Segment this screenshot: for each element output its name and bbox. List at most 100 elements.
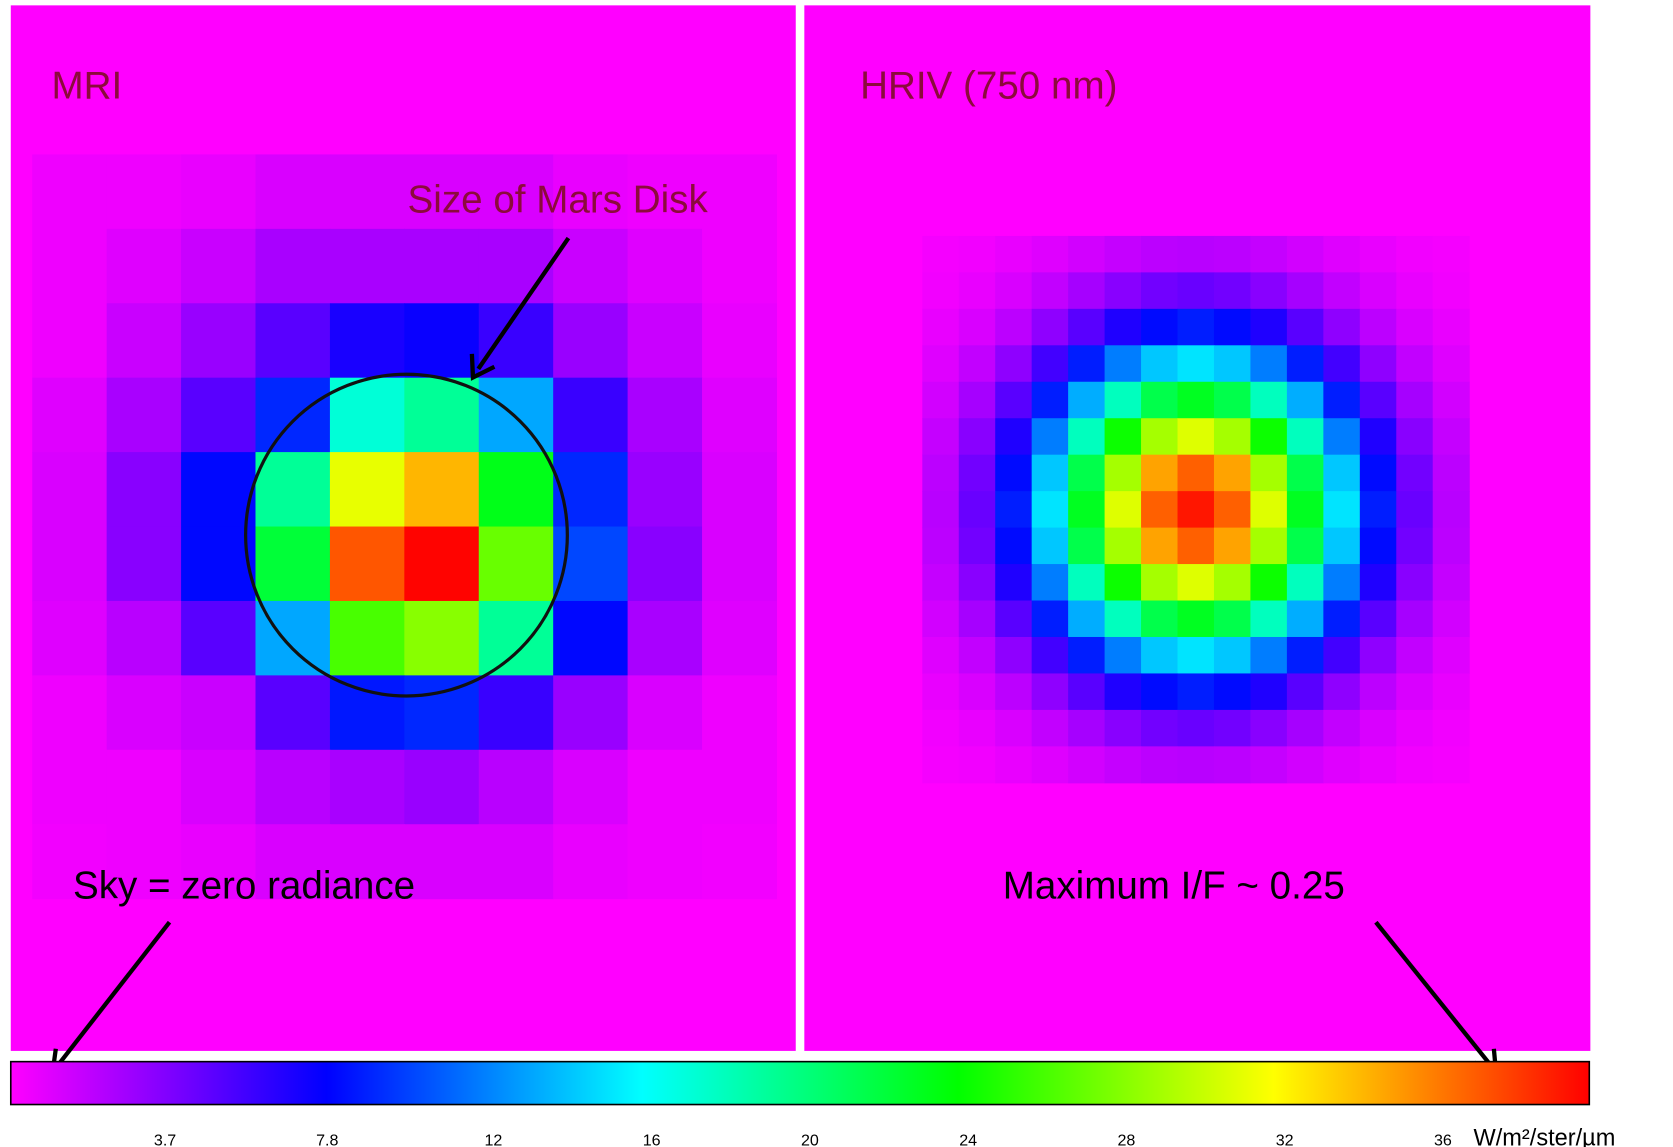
hriv-pixel	[1360, 236, 1397, 273]
mri-pixel	[628, 229, 703, 304]
hriv-pixel	[1105, 236, 1142, 273]
hriv-pixel	[1068, 673, 1105, 710]
hriv-pixel	[1433, 418, 1470, 455]
hriv-pixel	[922, 637, 959, 674]
colorbar-tick-label: 3.7	[154, 1131, 176, 1147]
hriv-pixel	[1032, 491, 1069, 528]
annotation: Maximum I/F ~ 0.25	[1003, 865, 1345, 908]
hriv-pixel	[1287, 601, 1324, 638]
colorbar-tick-label: 20	[801, 1131, 819, 1147]
mri-pixel	[107, 154, 182, 229]
hriv-pixel	[959, 309, 996, 346]
hriv-pixel	[1287, 746, 1324, 783]
hriv-pixel	[1360, 710, 1397, 747]
hriv-pixel	[1250, 455, 1287, 492]
hriv-pixel	[959, 673, 996, 710]
hriv-pixel	[1032, 564, 1069, 601]
hriv-pixel	[1250, 710, 1287, 747]
hriv-pixel	[1178, 528, 1215, 565]
mri-pixel	[553, 750, 628, 825]
hriv-pixel	[1433, 491, 1470, 528]
hriv-pixel	[995, 491, 1032, 528]
hriv-pixel	[995, 746, 1032, 783]
hriv-pixel	[1396, 382, 1433, 419]
hriv-pixel	[1287, 637, 1324, 674]
mri-pixel	[479, 452, 554, 527]
mri-pixel	[702, 154, 777, 229]
hriv-pixel	[995, 637, 1032, 674]
mri-pixel	[32, 229, 107, 304]
hriv-pixel	[1396, 345, 1433, 382]
hriv-pixel	[1105, 382, 1142, 419]
mri-pixel	[479, 750, 554, 825]
hriv-pixel	[1433, 309, 1470, 346]
hriv-pixel	[1105, 455, 1142, 492]
mri-pixel	[628, 675, 703, 750]
hriv-pixel	[1032, 746, 1069, 783]
hriv-pixel	[1287, 528, 1324, 565]
hriv-pixel	[959, 491, 996, 528]
mri-pixel	[702, 527, 777, 602]
hriv-pixel	[995, 236, 1032, 273]
hriv-pixel	[1178, 455, 1215, 492]
hriv-pixel	[1068, 528, 1105, 565]
hriv-pixel	[959, 637, 996, 674]
mri-pixel	[32, 154, 107, 229]
mri-pixel	[553, 601, 628, 676]
hriv-pixel	[959, 345, 996, 382]
hriv-pixel	[1323, 272, 1360, 309]
hriv-pixel	[1287, 345, 1324, 382]
hriv-pixel	[1178, 382, 1215, 419]
hriv-pixel	[1360, 455, 1397, 492]
hriv-pixel	[922, 236, 959, 273]
hriv-pixel	[995, 455, 1032, 492]
hriv-pixel	[1068, 637, 1105, 674]
hriv-pixel	[1068, 382, 1105, 419]
hriv-pixel	[1323, 710, 1360, 747]
hriv-pixel	[1360, 637, 1397, 674]
hriv-pixel	[1433, 564, 1470, 601]
hriv-pixel	[959, 710, 996, 747]
hriv-pixel	[1433, 382, 1470, 419]
mri-pixel	[330, 303, 405, 378]
mri-pixel	[702, 750, 777, 825]
hriv-pixel	[1178, 746, 1215, 783]
hriv-pixel	[1323, 236, 1360, 273]
hriv-pixel	[1433, 272, 1470, 309]
hriv-pixel	[995, 564, 1032, 601]
hriv-pixel	[1068, 746, 1105, 783]
mri-pixel	[107, 527, 182, 602]
hriv-pixel	[1360, 491, 1397, 528]
mri-pixel	[107, 750, 182, 825]
mri-pixel	[32, 750, 107, 825]
hriv-pixel	[922, 309, 959, 346]
hriv-pixel	[1287, 309, 1324, 346]
colorbar-tick-label: 36	[1434, 1131, 1452, 1147]
mri-pixel	[702, 452, 777, 527]
hriv-pixel	[1250, 345, 1287, 382]
hriv-pixel	[1032, 272, 1069, 309]
mri-pixel	[32, 675, 107, 750]
colorbar-tick-label: 12	[484, 1131, 502, 1147]
hriv-pixel	[922, 528, 959, 565]
hriv-pixel	[1323, 491, 1360, 528]
mri-pixel	[404, 527, 479, 602]
mri-pixel	[628, 824, 703, 899]
hriv-pixel	[1214, 345, 1251, 382]
hriv-pixel	[995, 710, 1032, 747]
annotation: Sky = zero radiance	[73, 865, 415, 908]
hriv-pixel	[1323, 601, 1360, 638]
hriv-pixel	[995, 382, 1032, 419]
hriv-pixel	[1178, 309, 1215, 346]
hriv-pixel	[1105, 637, 1142, 674]
colorbar-tick-label: 24	[959, 1131, 977, 1147]
hriv-pixel	[1032, 345, 1069, 382]
mri-pixel	[107, 229, 182, 304]
hriv-pixel	[1068, 236, 1105, 273]
hriv-pixel	[922, 491, 959, 528]
hriv-pixel	[1360, 673, 1397, 710]
hriv-pixel	[1250, 564, 1287, 601]
hriv-pixel	[1105, 564, 1142, 601]
hriv-pixel	[1141, 455, 1178, 492]
